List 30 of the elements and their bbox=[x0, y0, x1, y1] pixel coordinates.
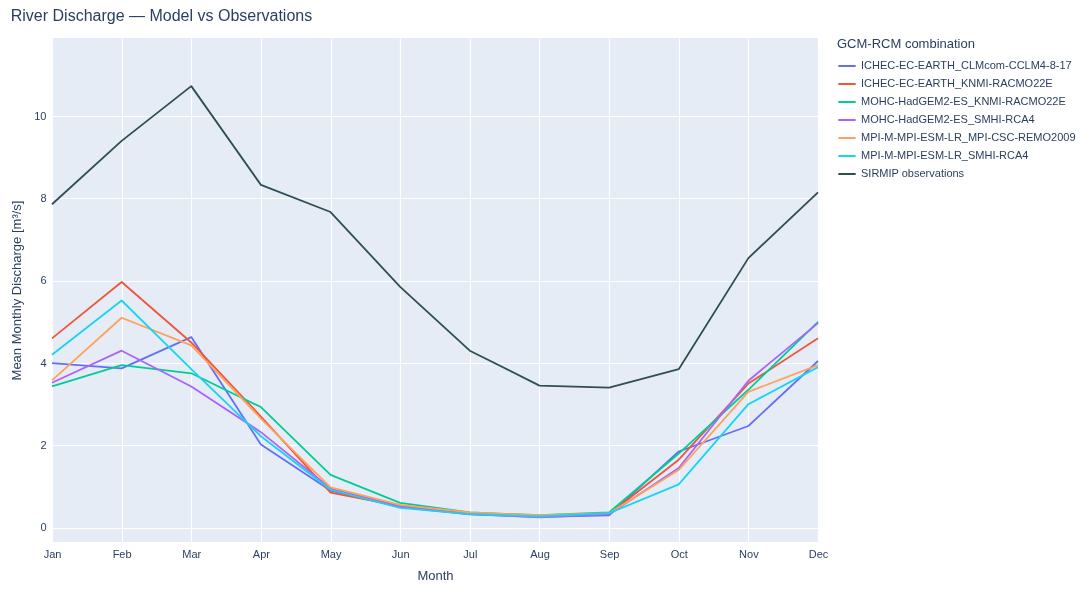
legend-label: MOHC-HadGEM2-ES_SMHI-RCA4 bbox=[861, 113, 1035, 125]
x-tick-label: Apr bbox=[252, 547, 271, 560]
legend-label: ICHEC-EC-EARTH_CLMcom-CCLM4-8-17 bbox=[861, 59, 1072, 71]
line-series bbox=[51, 85, 819, 389]
x-tick-label: Jun bbox=[391, 547, 410, 560]
x-axis-title: Month bbox=[417, 567, 454, 583]
legend-label: ICHEC-EC-EARTH_KNMI-RACMO22E bbox=[861, 77, 1053, 89]
x-tick-label: Feb bbox=[112, 547, 132, 560]
legend-label: MPI-M-MPI-ESM-LR_MPI-CSC-REMO2009 bbox=[861, 131, 1076, 143]
x-tick-label: Jul bbox=[463, 547, 478, 560]
y-tick-label: 6 bbox=[40, 274, 47, 287]
y-tick-label: 10 bbox=[34, 109, 47, 122]
x-tick-label: Dec bbox=[808, 547, 829, 560]
legend-title: GCM-RCM combination bbox=[837, 36, 975, 51]
x-tick-label: Sep bbox=[599, 547, 620, 560]
y-tick-label: 4 bbox=[40, 356, 47, 369]
legend-label: MOHC-HadGEM2-ES_KNMI-RACMO22E bbox=[861, 95, 1066, 107]
legend-label: MPI-M-MPI-ESM-LR_SMHI-RCA4 bbox=[861, 149, 1029, 161]
chart-title: River Discharge — Model vs Observations bbox=[10, 7, 313, 24]
x-tick-label: Jan bbox=[43, 547, 62, 560]
x-tick-label: Aug bbox=[530, 547, 550, 560]
y-tick-label: 0 bbox=[40, 521, 47, 534]
y-tick-label: 8 bbox=[40, 191, 47, 204]
legend-label: SIRMIP observations bbox=[861, 167, 965, 179]
y-tick-label: 2 bbox=[40, 438, 47, 451]
y-axis-title: Mean Monthly Discharge [m³/s] bbox=[9, 200, 25, 381]
x-tick-label: Oct bbox=[670, 547, 688, 560]
x-tick-label: Mar bbox=[182, 547, 202, 560]
x-tick-label: May bbox=[320, 547, 342, 560]
x-tick-label: Nov bbox=[739, 547, 760, 560]
